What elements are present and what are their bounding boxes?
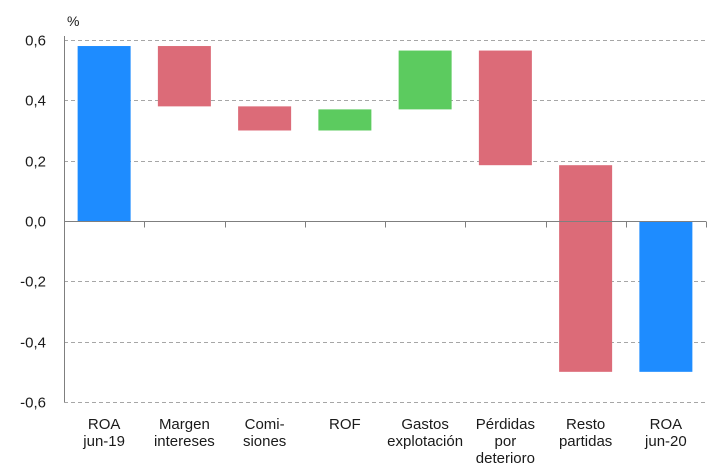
y-tick-label: -0,4 xyxy=(20,335,46,352)
y-axis-unit: % xyxy=(67,13,79,29)
x-tick-label: ROF xyxy=(329,416,361,433)
waterfall-bar xyxy=(559,165,613,372)
y-tick-label: 0,2 xyxy=(25,154,46,171)
waterfall-bar xyxy=(639,221,693,372)
x-tick-label: ROA jun-20 xyxy=(644,416,687,450)
x-tick-label: Resto partidas xyxy=(559,416,612,450)
x-tick-label: Margen intereses xyxy=(154,416,215,450)
y-tick-label: -0,6 xyxy=(20,395,46,412)
bars xyxy=(77,46,693,372)
x-tick-label: Comi-siones xyxy=(243,416,286,450)
waterfall-bar xyxy=(478,50,532,166)
x-tick-label: Gastos explotación xyxy=(387,416,463,450)
x-tick-label: ROA jun-19 xyxy=(82,416,125,450)
y-tick-label: 0,4 xyxy=(25,93,46,110)
x-tick-labels: ROA jun-19 Margen intereses Comi-siones ROF Ga… xyxy=(82,416,686,467)
waterfall-bar xyxy=(157,46,211,107)
y-tick-labels: -0,6 -0,4 -0,2 0,0 0,2 0,4 0,6 xyxy=(20,33,46,412)
waterfall-bar xyxy=(238,106,292,131)
waterfall-bar xyxy=(318,109,372,131)
y-tick-label: 0,6 xyxy=(25,33,46,50)
y-tick-label: 0,0 xyxy=(25,214,46,231)
waterfall-bar xyxy=(77,46,131,222)
x-tick-label: Pérdidas por deterioro xyxy=(476,416,535,467)
waterfall-bar xyxy=(398,50,452,110)
y-tick-label: -0,2 xyxy=(20,274,46,291)
